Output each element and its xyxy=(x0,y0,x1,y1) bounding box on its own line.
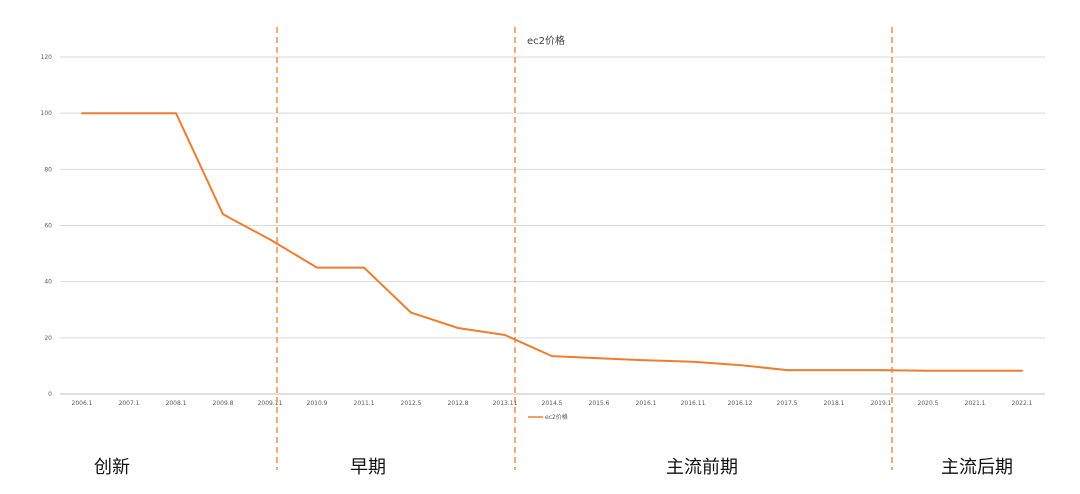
phase-label: 创新 xyxy=(94,457,130,478)
phase-label: 主流前期 xyxy=(666,457,738,478)
series-layer xyxy=(81,112,1023,372)
x-axis-ticks: 2006.1 2007.1 2008.1 2009.8 2009.11 2010.9 201… xyxy=(72,400,1033,407)
y-tick-label: 60 xyxy=(44,223,52,230)
phase-label: 早期 xyxy=(350,457,386,478)
y-axis-ticks: 0 20 40 60 80 100 120 xyxy=(41,54,53,398)
x-tick-label: 2015.6 xyxy=(589,400,610,407)
x-tick-label: 2016.11 xyxy=(681,400,706,407)
x-tick-label: 2021.1 xyxy=(965,400,986,407)
y-tick-label: 0 xyxy=(48,391,52,398)
series-line xyxy=(81,112,1023,372)
y-tick-label: 40 xyxy=(44,279,52,286)
x-tick-label: 2009.8 xyxy=(213,400,234,407)
x-tick-label: 2012.8 xyxy=(448,400,469,407)
x-tick-label: 2007.1 xyxy=(119,400,140,407)
y-tick-label: 120 xyxy=(41,54,53,61)
x-tick-label: 2016.12 xyxy=(728,400,753,407)
x-tick-label: 2010.9 xyxy=(307,400,328,407)
x-tick-label: 2006.1 xyxy=(72,400,93,407)
x-tick-label: 2019.1 xyxy=(871,400,892,407)
grid-lines xyxy=(60,56,1045,395)
x-tick-label: 2016.1 xyxy=(636,400,657,407)
legend: ec2价格 xyxy=(528,413,568,421)
y-tick-label: 20 xyxy=(44,335,52,342)
x-tick-label: 2020.5 xyxy=(918,400,939,407)
x-tick-label: 2008.1 xyxy=(166,400,187,407)
x-tick-label: 2014.5 xyxy=(542,400,563,407)
x-tick-label: 2011.1 xyxy=(354,400,375,407)
phase-label: 主流后期 xyxy=(941,457,1013,478)
legend-label: ec2价格 xyxy=(545,413,568,421)
x-tick-label: 2012.5 xyxy=(401,400,422,407)
x-tick-label: 2022.1 xyxy=(1012,400,1033,407)
y-tick-label: 80 xyxy=(44,166,52,173)
phase-dividers xyxy=(276,27,893,470)
x-tick-label: 2013.11 xyxy=(493,400,518,407)
y-tick-label: 100 xyxy=(41,110,53,117)
phase-labels: 创新 早期 主流前期 主流后期 xyxy=(94,457,1013,478)
x-tick-label: 2017.5 xyxy=(777,400,798,407)
chart-title: ec2价格 xyxy=(527,34,565,47)
x-tick-label: 2009.11 xyxy=(258,400,283,407)
x-tick-label: 2018.1 xyxy=(824,400,845,407)
